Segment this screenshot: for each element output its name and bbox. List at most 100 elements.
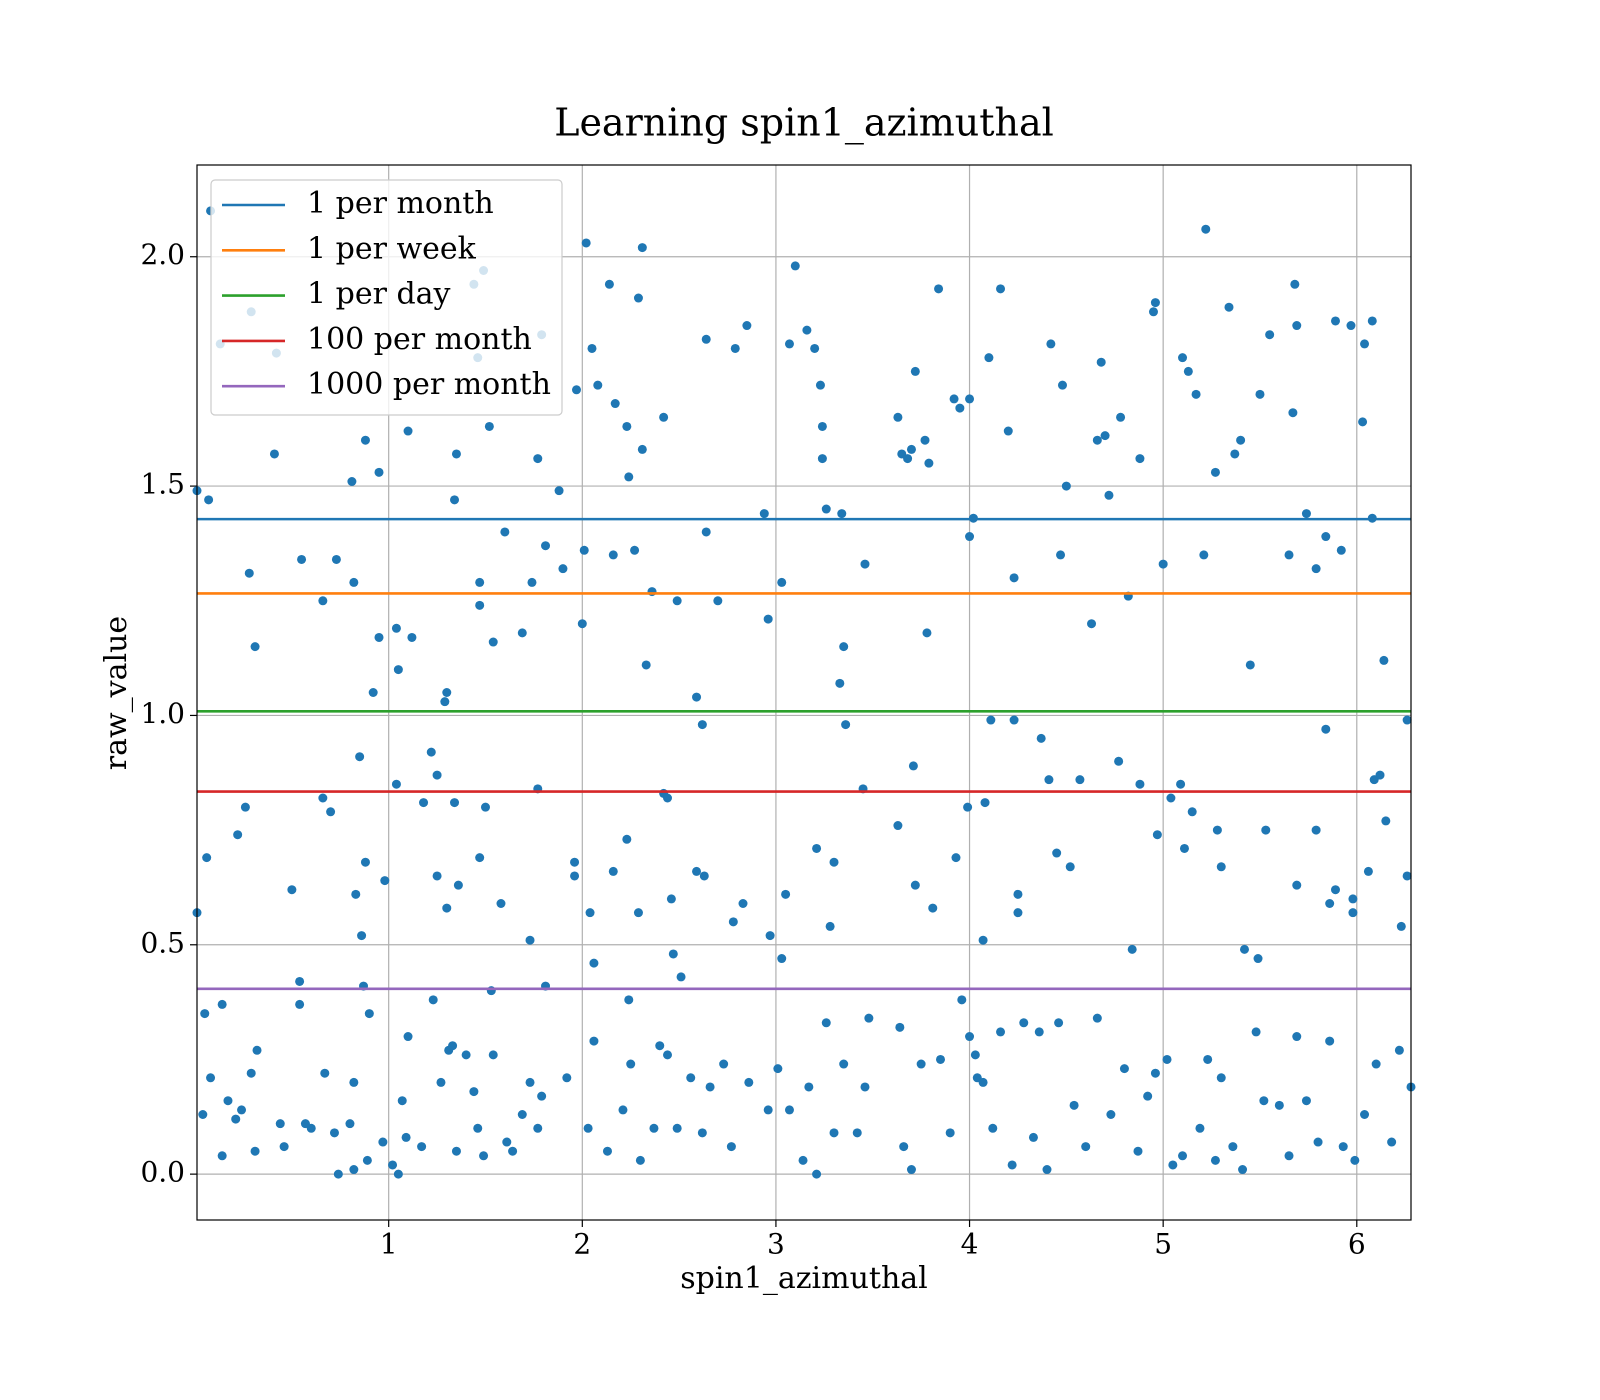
legend-box [210,179,563,416]
point [920,435,930,445]
point [1301,1096,1311,1106]
point [825,921,835,931]
point [391,779,401,789]
point [403,426,413,436]
point [570,857,580,867]
point [728,917,738,927]
point [378,1137,388,1147]
point [810,343,820,353]
point [349,1165,359,1175]
point [1114,756,1124,766]
point [988,1123,998,1133]
point [461,1050,471,1060]
point [231,1114,241,1124]
point [508,1146,518,1156]
point [951,853,961,863]
point [1402,871,1412,881]
point [978,1077,988,1087]
point [1228,1142,1238,1152]
point [200,1009,210,1019]
point [1284,1151,1294,1161]
point [275,1119,285,1129]
x-tick-label: 1 [380,1228,398,1261]
point [1348,908,1358,918]
point [480,802,490,812]
point [451,1146,461,1156]
point [326,807,336,817]
point [240,802,250,812]
point [587,343,597,353]
point [949,394,959,404]
point [1150,298,1160,308]
point [583,1123,593,1133]
point [957,995,967,1005]
point [1152,830,1162,840]
point [355,752,365,762]
point [360,857,370,867]
point [781,889,791,899]
point [533,1123,543,1133]
point [1265,330,1275,340]
point [662,1050,672,1060]
legend-label: 1000 per month [307,367,551,402]
point [320,1068,330,1078]
point [484,421,494,431]
point [802,325,812,335]
point [1148,307,1158,317]
point [1135,454,1145,464]
point [817,454,827,464]
point [488,1050,498,1060]
point [206,1073,216,1083]
point [432,770,442,780]
point [541,541,551,551]
point [217,999,227,1009]
point [1224,302,1234,312]
point [637,243,647,253]
point [864,1013,874,1023]
point [839,1059,849,1069]
point [1003,426,1013,436]
point [1092,435,1102,445]
point [622,421,632,431]
point [1325,899,1335,908]
point [773,1064,783,1074]
point [829,857,839,867]
point [1360,1110,1370,1119]
point [391,623,401,633]
point [295,976,305,986]
y-tick-label: 0.5 [140,926,185,959]
point [426,747,436,757]
point [763,614,773,624]
point [589,958,599,968]
point [250,1146,260,1156]
point [1290,279,1300,289]
point [368,688,378,697]
point [1212,825,1222,835]
point [1350,1155,1360,1165]
point [442,903,452,913]
point [701,334,711,344]
plot-frame [196,164,1412,1221]
point [287,885,297,895]
point [649,1123,659,1133]
point [676,972,686,982]
point [1288,408,1298,418]
point [1236,435,1246,445]
legend-label: 1 per day [307,277,451,312]
x-tick-label: 3 [767,1228,785,1261]
point [1325,1036,1335,1046]
point [1135,779,1145,789]
point [1166,793,1176,803]
point [1199,550,1209,560]
point [469,1087,479,1097]
point [351,889,361,899]
point [202,853,212,863]
point [965,532,975,542]
point [451,449,461,459]
point [837,509,847,519]
point [841,720,851,730]
point [502,1137,512,1147]
point [1259,1096,1269,1106]
legend-label: 1 per week [307,231,477,266]
